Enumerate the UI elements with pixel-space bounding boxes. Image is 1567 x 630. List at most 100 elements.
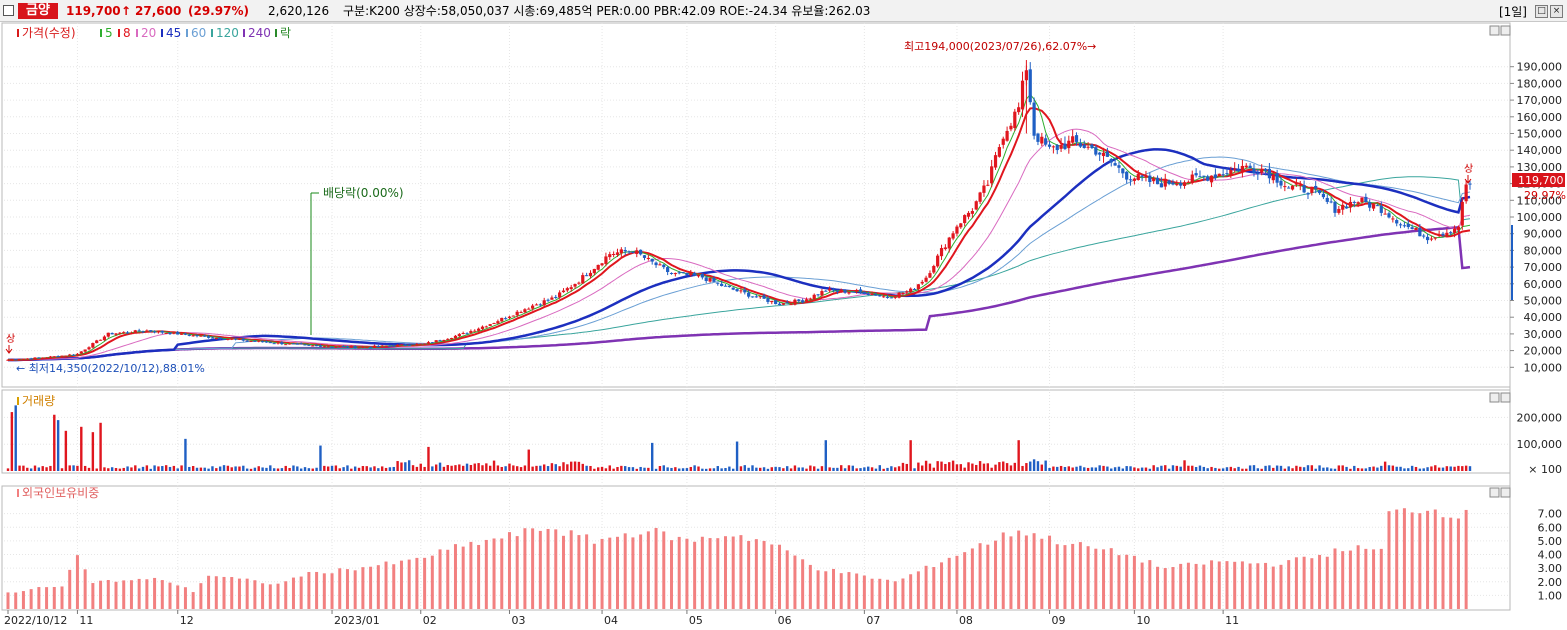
foreign-ratio-bar [484,539,488,609]
volume-bar [1256,468,1260,471]
volume-bar [1102,465,1105,471]
volume-bar [967,462,970,471]
candle-body [1344,206,1349,209]
volume-panel-minimize-icon[interactable] [1489,392,1500,403]
period-selector[interactable]: [1일] [1498,5,1527,19]
candle-body [303,344,307,346]
candle-body [874,294,878,296]
candle-body [264,341,269,343]
foreign-ratio-bar [230,577,234,609]
volume-bar [608,465,611,471]
volume-bar [14,405,17,471]
foreign-panel-minimize-icon[interactable] [1489,487,1500,498]
volume-bar [894,467,897,471]
foreign-ratio-bar [754,539,758,609]
foreign-ratio-bar [446,549,450,609]
candle-body [515,311,519,316]
volume-bar [944,463,947,471]
foreign-ratio-bar [176,585,180,609]
candle-body [936,255,940,267]
volume-bar [948,462,951,471]
foreign-ratio-bar [1418,513,1422,609]
select-checkbox[interactable] [3,5,14,16]
volume-bar [1025,463,1028,471]
foreign-ratio-bar [770,544,774,609]
candle-body [446,338,450,340]
candle-body [858,289,863,292]
volume-bar [284,465,287,471]
candle-body [581,275,585,284]
volume-bar [249,468,253,471]
candle-body [685,272,689,276]
volume-bar [6,468,10,471]
volume-panel-close-icon[interactable] [1500,392,1511,403]
volume-bar [419,463,422,471]
volume-bar [149,468,152,471]
foreign-ratio-bar [338,568,342,609]
candle-body [237,338,242,340]
foreign-ratio-bar [1441,517,1445,609]
candle-body [322,346,326,348]
candle-body [1468,183,1472,185]
minimize-icon[interactable]: □ [1535,5,1548,18]
candle-body [669,272,674,274]
volume-bar [932,467,936,471]
volume-bar [542,464,546,471]
volume-bar [1125,466,1128,471]
candle-body [365,347,369,349]
candle-body [905,291,909,293]
volume-bar [1376,467,1379,471]
volume-bar [1009,465,1013,471]
candle-body [693,272,697,276]
candle-body [982,185,986,193]
foreign-ratio-bar [1395,509,1399,609]
foreign-ratio-bar [207,575,211,609]
price-panel-minimize-icon[interactable] [1489,25,1500,36]
price-panel-close-icon[interactable] [1500,25,1511,36]
foreign-ratio-bar [1140,562,1144,609]
candle-body [299,343,303,345]
candle-body [1155,177,1160,185]
volume-bar [164,465,168,471]
volume-bar [203,467,206,471]
foreign-ratio-bar [970,548,974,609]
volume-bar [647,467,650,471]
date-tick-label: 05 [689,614,703,627]
foreign-ratio-bar [376,565,380,609]
moving-averages [7,93,1471,362]
volume-bar [1391,465,1395,471]
trade-volume: 2,620,126 [268,4,330,18]
volume-bar [1279,465,1283,471]
volume-bar [361,466,365,471]
volume-bar [870,467,874,471]
candle-body [812,294,816,300]
foreign-panel-close-icon[interactable] [1500,487,1511,498]
candle-body [1032,102,1036,136]
volume-bar [774,466,777,471]
foreign-ratio-bar [778,544,782,609]
volume-bar [49,465,52,471]
candle-body [546,299,550,301]
candle-body [149,330,153,332]
upper-limit-left-arrow-icon [5,345,13,354]
foreign-ratio-bar [122,580,126,609]
close-icon[interactable]: × [1550,5,1563,18]
volume-bar [265,467,268,471]
foreign-ratio-bar [978,543,982,609]
stock-name-badge[interactable]: 금양 [18,3,58,19]
volume-bar [222,465,226,471]
foreign-ratio-bar [739,535,743,609]
window-controls: [1일] □ × [1499,3,1563,20]
volume-bar [1202,466,1206,471]
volume-bar [589,465,592,471]
volume-bar [747,467,750,471]
candle-body [1028,69,1032,103]
volume-bar [994,464,997,471]
volume-bar [315,467,318,471]
volume-bar [373,466,376,471]
volume-bar [1210,466,1213,471]
volume-bar [901,462,905,471]
current-price: 119,700 [66,4,121,18]
volume-bar [122,467,125,471]
candle-body [1236,169,1241,172]
